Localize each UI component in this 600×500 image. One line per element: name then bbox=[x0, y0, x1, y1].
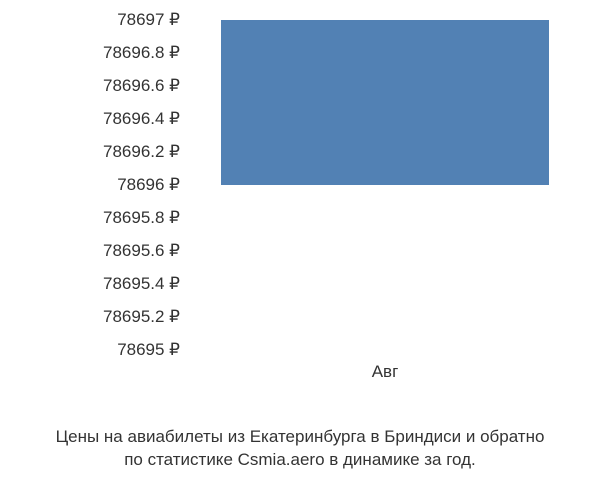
y-tick-label: 78696.4 ₽ bbox=[15, 109, 180, 129]
y-tick-label: 78696.8 ₽ bbox=[15, 43, 180, 63]
y-tick-label: 78697 ₽ bbox=[15, 10, 180, 30]
y-tick-label: 78695.6 ₽ bbox=[15, 241, 180, 261]
x-tick-label: Авг bbox=[372, 362, 399, 382]
y-tick-label: 78695.2 ₽ bbox=[15, 307, 180, 327]
plot-area bbox=[185, 20, 585, 350]
bar bbox=[221, 20, 549, 185]
y-tick-label: 78695.8 ₽ bbox=[15, 208, 180, 228]
y-tick-label: 78696.2 ₽ bbox=[15, 142, 180, 162]
y-tick-label: 78695.4 ₽ bbox=[15, 274, 180, 294]
y-tick-label: 78696 ₽ bbox=[15, 175, 180, 195]
caption-line-2: по статистике Csmia.aero в динамике за г… bbox=[124, 450, 476, 469]
caption-line-1: Цены на авиабилеты из Екатеринбурга в Бр… bbox=[56, 427, 545, 446]
chart-caption: Цены на авиабилеты из Екатеринбурга в Бр… bbox=[0, 426, 600, 472]
y-tick-label: 78696.6 ₽ bbox=[15, 76, 180, 96]
y-tick-label: 78695 ₽ bbox=[15, 340, 180, 360]
chart-container: 78697 ₽78696.8 ₽78696.6 ₽78696.4 ₽78696.… bbox=[15, 20, 585, 400]
